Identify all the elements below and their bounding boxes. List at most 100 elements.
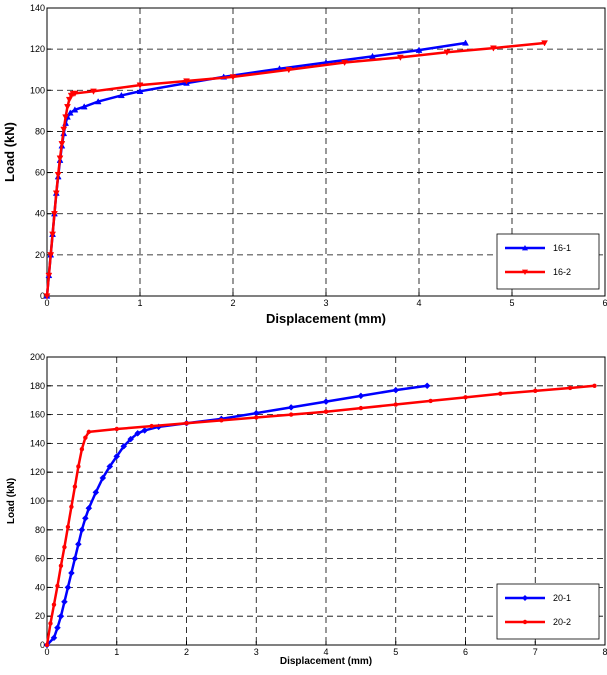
legend-label: 16-1: [553, 243, 571, 253]
y-tick-label: 140: [30, 3, 45, 13]
data-point-20-1: [134, 429, 142, 437]
data-point-20-1: [57, 612, 65, 620]
x-tick-label: 4: [416, 298, 421, 308]
data-point-20-2: [58, 563, 64, 568]
data-point-20-2: [358, 405, 364, 411]
data-point-16-2: [489, 45, 497, 52]
y-tick-label: 40: [35, 582, 45, 592]
y-tick-label: 0: [40, 291, 45, 301]
data-point-20-2: [69, 504, 74, 509]
x-tick-label: 2: [230, 298, 235, 308]
x-tick-label: 2: [184, 647, 189, 657]
data-point-20-1: [50, 634, 58, 642]
data-point-20-1: [357, 392, 365, 400]
x-tick-label: 5: [509, 298, 514, 308]
data-point-16-2: [62, 114, 70, 121]
x-tick-label: 1: [137, 298, 142, 308]
data-point-20-1: [106, 463, 114, 470]
y-tick-label: 20: [35, 611, 45, 621]
data-point-16-2: [183, 78, 190, 85]
y-axis-label: Load (kN): [6, 478, 17, 524]
data-point-20-1: [141, 427, 149, 434]
data-point-16-2: [541, 40, 548, 47]
data-point-20-1: [75, 540, 82, 548]
legend-label: 20-1: [553, 593, 571, 603]
data-point-16-2: [90, 88, 97, 95]
x-axis-label: Displacement (mm): [280, 656, 372, 667]
data-point-20-1: [64, 584, 72, 591]
data-point-16-2: [58, 141, 66, 148]
data-point-20-1: [287, 404, 295, 411]
y-tick-label: 160: [30, 410, 45, 420]
y-tick-label: 140: [30, 438, 45, 448]
data-point-16-1: [136, 87, 144, 94]
data-point-20-2: [65, 524, 71, 530]
data-point-16-2: [47, 252, 55, 259]
data-point-20-2: [254, 415, 259, 420]
data-point-20-1: [392, 386, 400, 394]
y-tick-label: 40: [35, 209, 45, 219]
x-tick-label: 0: [44, 647, 49, 657]
legend-box: [496, 583, 600, 640]
data-point-20-2: [76, 464, 81, 469]
data-point-20-1: [120, 442, 128, 450]
data-point-20-2: [114, 426, 119, 432]
data-point-20-2: [184, 421, 189, 426]
data-point-20-2: [149, 423, 154, 429]
data-point-16-1: [462, 39, 469, 46]
data-point-20-1: [78, 526, 86, 534]
data-point-16-2: [51, 211, 58, 218]
y-tick-label: 100: [30, 496, 45, 506]
data-point-16-2: [49, 231, 57, 238]
data-point-20-2: [428, 398, 433, 404]
data-point-20-2: [51, 602, 57, 607]
x-tick-label: 3: [254, 647, 259, 657]
data-point-20-1: [92, 489, 100, 496]
x-tick-label: 4: [323, 647, 328, 657]
series-line-20-1: [46, 384, 428, 646]
data-point-20-1: [68, 569, 75, 577]
data-point-20-2: [393, 402, 398, 407]
data-point-16-2: [43, 293, 51, 300]
data-point-20-1: [61, 598, 68, 606]
data-point-20-1: [423, 382, 431, 390]
x-tick-label: 7: [533, 647, 538, 657]
x-tick-label: 8: [602, 647, 607, 657]
data-point-20-2: [463, 395, 468, 400]
series-line-16-1: [45, 41, 466, 297]
data-point-20-2: [55, 583, 60, 589]
data-point-20-2: [86, 429, 92, 435]
legend-marker: [522, 595, 528, 601]
data-point-16-2: [54, 171, 62, 179]
data-point-20-2: [44, 642, 50, 648]
y-tick-label: 200: [30, 352, 45, 362]
data-point-16-2: [56, 155, 64, 162]
x-tick-label: 6: [602, 298, 607, 308]
series-line-16-2: [45, 41, 545, 297]
data-point-16-1: [94, 98, 102, 105]
data-point-16-1: [117, 91, 125, 99]
data-point-20-2: [592, 383, 597, 388]
x-tick-label: 0: [44, 298, 49, 308]
y-tick-label: 80: [35, 126, 45, 136]
y-tick-label: 0: [40, 640, 45, 650]
data-point-16-2: [341, 59, 349, 67]
legend-marker: [522, 619, 528, 625]
chart-bottom: 0 1 2 3 4 5 6 7 8020406080100120140160180200Disp…: [6, 352, 607, 667]
y-tick-label: 120: [30, 44, 45, 54]
data-point-16-1: [415, 46, 423, 53]
data-point-20-1: [82, 514, 89, 522]
data-point-16-2: [71, 90, 79, 97]
y-tick-label: 100: [30, 85, 45, 95]
x-tick-label: 1: [114, 647, 119, 657]
legend-label: 16-2: [553, 267, 571, 277]
data-point-20-1: [113, 453, 121, 460]
data-point-20-2: [533, 388, 538, 394]
data-point-20-2: [72, 484, 78, 489]
data-point-20-2: [323, 409, 329, 414]
x-tick-label: 6: [463, 647, 468, 657]
x-axis-label: Displacement (mm): [266, 311, 386, 326]
y-tick-label: 80: [35, 525, 45, 535]
